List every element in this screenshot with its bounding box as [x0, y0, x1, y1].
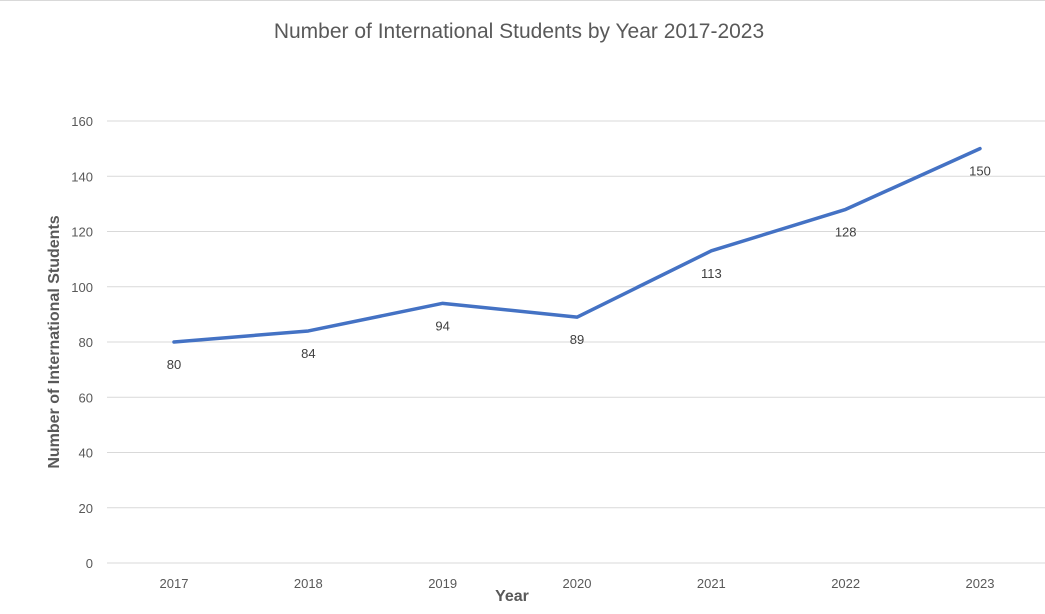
data-point — [710, 250, 712, 252]
data-point — [979, 148, 981, 150]
x-axis-title: Year — [495, 588, 529, 605]
y-tick-labels: 0 20 40 60 80 100 120 140 160 — [71, 114, 93, 571]
y-axis-title: Number of International Students — [46, 215, 63, 468]
data-point — [845, 208, 847, 210]
data-point — [307, 330, 309, 332]
x-tick-label: 2017 — [160, 576, 189, 591]
y-tick-label: 120 — [71, 225, 93, 240]
series-line — [172, 146, 982, 344]
x-tick-labels: 2017 2018 2019 2020 2021 2022 2023 — [160, 576, 995, 591]
y-tick-label: 160 — [71, 114, 93, 129]
y-tick-label: 140 — [71, 169, 93, 184]
data-label: 128 — [835, 224, 857, 239]
x-tick-label: 2019 — [428, 576, 457, 591]
y-tick-label: 80 — [79, 335, 93, 350]
data-label: 150 — [969, 164, 991, 179]
y-tick-label: 0 — [86, 556, 93, 571]
data-label: 89 — [570, 332, 584, 347]
data-point — [442, 302, 444, 304]
x-tick-label: 2022 — [831, 576, 860, 591]
x-tick-label: 2021 — [697, 576, 726, 591]
data-point — [576, 316, 578, 318]
y-tick-label: 20 — [79, 501, 93, 516]
y-tick-label: 100 — [71, 280, 93, 295]
data-label: 84 — [301, 346, 315, 361]
data-labels: 80 84 94 89 113 128 150 — [167, 164, 991, 372]
data-label: 113 — [701, 266, 722, 281]
y-tick-label: 40 — [79, 446, 93, 461]
gridlines — [107, 120, 1045, 564]
x-tick-label: 2020 — [563, 576, 592, 591]
x-tick-label: 2018 — [294, 576, 323, 591]
series-lines — [172, 146, 982, 344]
data-label: 80 — [167, 357, 181, 372]
y-tick-label: 60 — [79, 390, 93, 405]
x-tick-label: 2023 — [966, 576, 995, 591]
chart-title: Number of International Students by Year… — [274, 20, 764, 43]
data-point — [173, 341, 175, 343]
data-label: 94 — [435, 318, 449, 333]
